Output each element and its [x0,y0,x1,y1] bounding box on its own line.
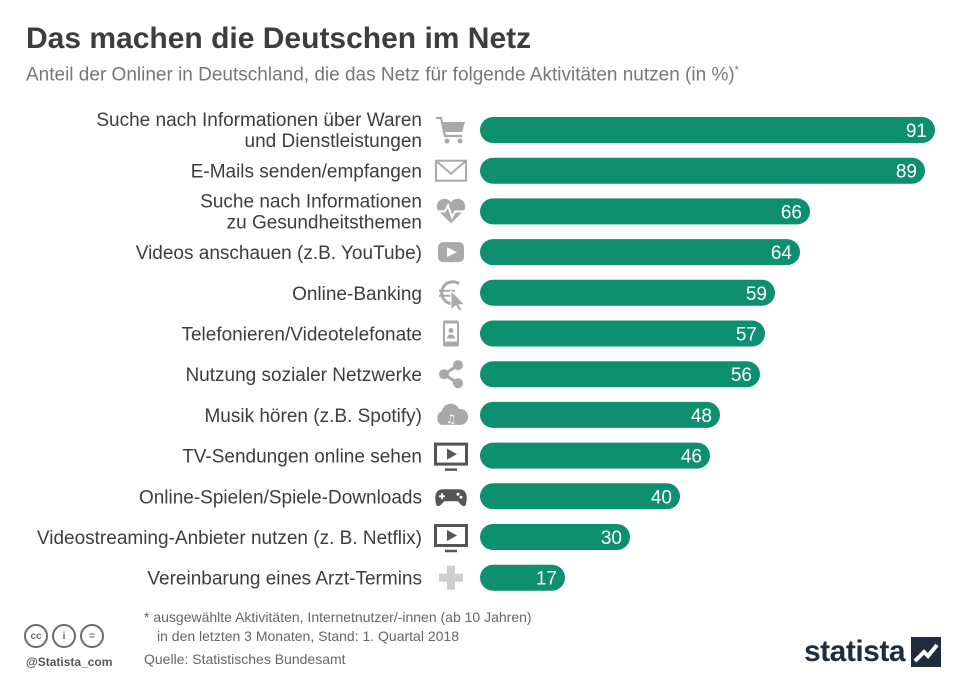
bar-value-label: 40 [651,487,672,508]
category-label: Musik hören (z.B. Spotify) [204,406,422,427]
bar [480,198,810,225]
chart-title: Das machen die Deutschen im Netz [26,22,532,55]
bar-value-label: 91 [906,121,927,142]
subtitle-text: Anteil der Onliner in Deutschland, die d… [26,64,735,86]
chart-subtitle: Anteil der Onliner in Deutschland, die d… [26,64,739,86]
category-label-line: Musik hören (z.B. Spotify) [204,406,422,427]
category-label-line: und Dienstleistungen [245,131,422,152]
music-cloud-icon: ♫ [437,403,469,426]
smartphone-icon [443,320,459,347]
bar-value-label: 64 [771,243,793,264]
statista-logo-icon [911,637,942,667]
category-label: E-Mails senden/empfangen [191,162,422,183]
bar-value-label: 30 [601,528,622,549]
source-text: Quelle: Statistisches Bundesamt [144,651,346,667]
bar-value-label: 59 [746,284,767,305]
bar-chart: Suche nach Informationen über Waren und D… [37,110,935,591]
gamepad-icon [435,489,467,507]
cc-icon: cc [24,624,48,648]
footnote: * ausgewählte Aktivitäten, Internetnutze… [144,608,532,646]
svg-text:♫: ♫ [446,412,457,426]
category-label-line: Online-Spielen/Spiele-Downloads [139,487,422,508]
bar [480,524,630,550]
bar-value-label: 46 [681,447,702,468]
shopping-cart-icon [436,116,465,144]
bar [480,564,565,591]
category-label-line: zu Gesundheitsthemen [227,212,422,233]
tv-play-icon [434,442,468,471]
no-derivatives-icon: = [80,624,104,648]
category-label: Suche nach Informationen über Waren und D… [96,110,422,152]
category-label-line: TV-Sendungen online sehen [182,447,422,468]
statista-logo[interactable]: statista [804,635,942,669]
heartbeat-icon [436,198,466,224]
category-label: Vereinbarung eines Arzt-Termins [147,569,422,590]
share-icon [439,360,463,389]
category-label-line: Nutzung sozialer Netzwerke [185,365,422,386]
category-label: Nutzung sozialer Netzwerke [185,365,422,386]
bar-value-label: 57 [736,325,757,346]
category-label: Videostreaming-Anbieter nutzen (z. B. Ne… [37,528,422,549]
bar-value-label: 48 [691,406,712,427]
bar [480,117,935,143]
euro-cursor-icon [439,280,467,312]
category-label: Suche nach Informationen zu Gesundheitsth… [200,191,422,233]
play-button-icon [438,242,464,263]
footnote-line-2: in den letzten 3 Monaten, Stand: 1. Quar… [157,628,459,644]
bar [480,361,760,388]
category-label-line: Online-Banking [292,284,422,305]
bar [480,239,800,266]
bar-value-label: 56 [731,365,752,386]
bar-value-label: 17 [536,569,557,590]
category-label-line: E-Mails senden/empfangen [191,162,422,183]
category-label: Videos anschauen (z.B. YouTube) [136,243,422,264]
bar [480,401,720,428]
license-icons[interactable]: cc i = [24,624,104,648]
tv-play-icon [434,524,468,553]
category-label-line: Telefonieren/Videotelefonate [181,325,422,346]
category-label-line: Videos anschauen (z.B. YouTube) [136,243,422,264]
subtitle-asterisk: * [734,64,739,76]
bar-value-label: 66 [781,202,802,223]
category-label-line: Suche nach Informationen [200,191,422,212]
category-label: TV-Sendungen online sehen [182,447,422,468]
footnote-line-1: * ausgewählte Aktivitäten, Internetnutze… [144,609,532,625]
bar [480,442,710,469]
bar-value-label: 89 [896,162,917,183]
category-label: Online-Spielen/Spiele-Downloads [139,487,422,508]
category-label-line: Videostreaming-Anbieter nutzen (z. B. Ne… [37,528,422,549]
category-label: Online-Banking [292,284,422,305]
medical-cross-icon [439,565,463,590]
brand-name: statista [804,635,906,668]
category-label: Telefonieren/Videotelefonate [181,325,422,346]
bar [480,279,775,306]
twitter-handle[interactable]: @Statista_com [26,655,113,669]
category-label-line: Suche nach Informationen über Waren [96,110,422,131]
bar [480,483,680,510]
envelope-icon [435,159,467,182]
category-label-line: Vereinbarung eines Arzt-Termins [147,569,422,590]
bar [480,320,765,347]
bar [480,157,925,184]
attribution-icon: i [52,624,76,648]
